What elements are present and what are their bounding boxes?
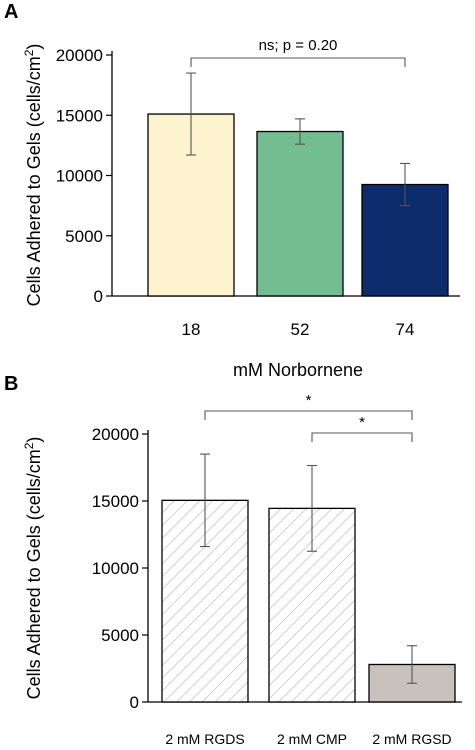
panel-a-y-tick-label: 10000	[56, 167, 103, 186]
panel-a-bar	[256, 130, 344, 297]
panel-b-significance-bracket	[204, 410, 413, 420]
panel-a-x-axis-title: mM Norbornene	[233, 360, 363, 380]
panel-b-category-label: 2 mM CMP	[277, 731, 347, 747]
panel-a-category-label: 52	[291, 320, 310, 339]
panel-a-significance-label: ns; p = 0.20	[259, 37, 338, 54]
panel-b-y-tick-label: 15000	[92, 492, 139, 511]
panel-b-category-label: 2 mM RGDS	[165, 731, 244, 747]
panel-b-significance-bracket	[311, 432, 413, 442]
panel-a-category-label: 74	[396, 320, 415, 339]
panel-b-label: B	[4, 373, 18, 395]
panel-a-y-tick-label: 5000	[65, 227, 103, 246]
panel-a-y-tick-label: 15000	[56, 106, 103, 125]
panel-a-category-label: 18	[182, 320, 201, 339]
panel-a-label: A	[4, 1, 18, 23]
panel-b-significance-label: *	[306, 392, 312, 409]
panel-b-significance-label: *	[359, 414, 365, 431]
panel-a-y-axis-title: Cells Adhered to Gels (cells/cm2)	[22, 44, 44, 307]
panel-a-significance-bracket	[190, 57, 406, 67]
panel-b-category-label: 2 mM RGSD	[372, 731, 451, 747]
panel-b-y-tick-label: 10000	[92, 559, 139, 578]
panel-a-y-tick-label: 20000	[56, 46, 103, 65]
chart-panel-a: 0 5000 10000 15000 20000 18 52 74 mM Norbornene C…	[22, 37, 460, 380]
panel-a-y-tick-label: 0	[94, 287, 103, 306]
panel-b-y-tick-label: 5000	[101, 626, 139, 645]
panel-b-y-axis-title: Cells Adhered to Gels (cells/cm2)	[22, 437, 44, 700]
panel-b-y-tick-label: 0	[130, 693, 139, 712]
panel-b-y-tick-label: 20000	[92, 425, 139, 444]
chart-panel-b: 0 5000 10000 15000 20000 2 mM RGDS 2 mM CMP 2 m…	[22, 392, 462, 747]
